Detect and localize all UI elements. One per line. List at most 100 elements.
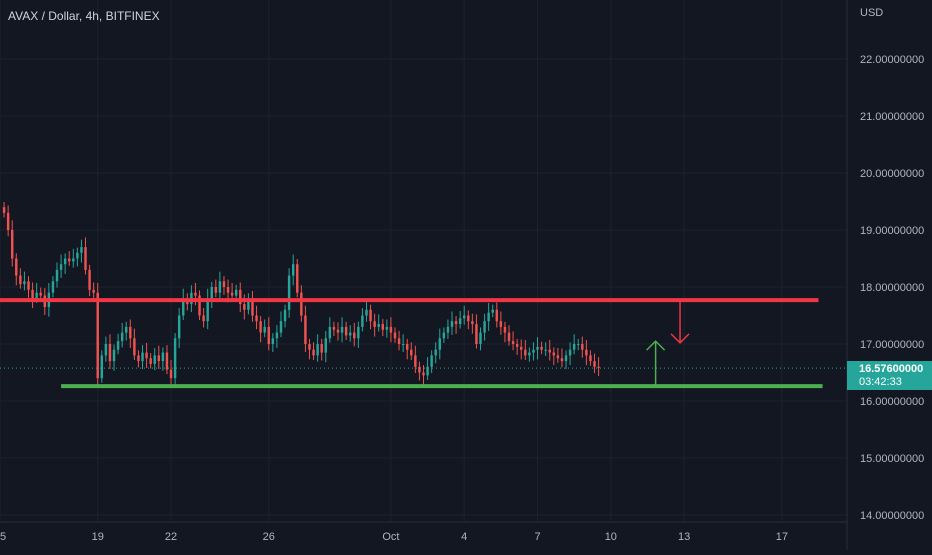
- candle-body: [495, 309, 499, 322]
- candle-body: [296, 264, 299, 293]
- candle-body: [568, 349, 572, 356]
- candle-body: [243, 304, 246, 310]
- candle-body: [426, 366, 429, 376]
- candle-body: [112, 349, 116, 362]
- price-tick-label: 19.00000000: [860, 225, 924, 237]
- last-price-tag: 16.57600000 03:42:33: [847, 361, 932, 390]
- candles: [2, 202, 600, 388]
- candle-body: [31, 289, 34, 299]
- arrow-up-icon: [646, 340, 666, 351]
- price-tick-label: 20.00000000: [860, 168, 924, 180]
- candle-body: [137, 355, 140, 362]
- candle-body: [544, 349, 547, 351]
- candle-body: [462, 315, 466, 319]
- candle-body: [287, 275, 291, 310]
- candle-body: [336, 329, 340, 333]
- candle-body: [365, 309, 368, 316]
- candle-body: [458, 318, 462, 325]
- candle-body: [96, 292, 99, 379]
- time-tick-label: 22: [165, 531, 177, 543]
- candle-body: [467, 315, 470, 322]
- candle-body: [572, 344, 576, 350]
- last-price: 16.57600000: [859, 363, 924, 375]
- candle-body: [88, 269, 91, 290]
- candle-body: [194, 292, 197, 296]
- candle-body: [515, 344, 519, 347]
- candle-body: [198, 295, 201, 316]
- candle-body: [389, 326, 393, 333]
- candle-body: [397, 338, 401, 344]
- candle-body: [218, 281, 222, 293]
- candle-body: [503, 326, 507, 333]
- candle-body: [528, 352, 531, 356]
- candle-body: [520, 346, 523, 350]
- candle-body: [410, 349, 413, 356]
- candle-body: [108, 344, 112, 362]
- candle-body: [312, 349, 315, 356]
- symbol-title: AVAX / Dollar, 4h, BITFINEX: [8, 9, 160, 23]
- candle-body: [475, 324, 478, 344]
- candle-body: [55, 269, 59, 282]
- candle-body: [116, 341, 120, 350]
- grid: [0, 0, 847, 522]
- candle-body: [593, 361, 596, 367]
- candle-body: [556, 355, 560, 359]
- candle-body: [177, 315, 181, 339]
- candle-body: [129, 326, 132, 339]
- candle-body: [226, 287, 230, 293]
- candle-body: [230, 292, 234, 296]
- candle-body: [120, 332, 124, 342]
- candle-body: [581, 344, 584, 350]
- candle-body: [239, 289, 242, 305]
- candle-body: [438, 338, 442, 350]
- price-tick-label: 17.00000000: [860, 339, 924, 351]
- time-tick-label: Oct: [382, 531, 399, 543]
- candle-body: [373, 321, 376, 327]
- time-tick-label: 19: [92, 531, 104, 543]
- candle-body: [210, 287, 213, 299]
- candle-body: [23, 281, 26, 285]
- candle-body: [247, 298, 250, 310]
- candle-body: [39, 292, 42, 296]
- candle-body: [414, 355, 417, 367]
- candle-body: [487, 312, 490, 322]
- candle-body: [104, 344, 108, 356]
- candle-body: [536, 346, 539, 350]
- candle-body: [597, 366, 600, 368]
- candle-body: [357, 326, 360, 339]
- candle-body: [442, 332, 446, 339]
- price-tick-label: 21.00000000: [860, 111, 924, 123]
- price-tick-label: 16.00000000: [860, 396, 924, 408]
- candle-body: [267, 326, 270, 344]
- candle-body: [324, 338, 327, 353]
- candle-body: [275, 332, 279, 339]
- candle-body: [393, 332, 397, 339]
- candle-body: [361, 315, 364, 327]
- candle-body: [340, 326, 344, 333]
- candle-body: [19, 275, 22, 285]
- candle-body: [511, 341, 515, 344]
- bar-countdown: 03:42:33: [859, 376, 902, 388]
- candle-body: [353, 332, 356, 339]
- candle-body: [434, 349, 437, 356]
- candle-body: [165, 352, 169, 370]
- candle-body: [369, 309, 372, 322]
- candle-body: [255, 315, 258, 322]
- candle-body: [471, 321, 474, 325]
- candle-body: [68, 258, 71, 262]
- candle-body: [320, 344, 323, 353]
- candle-body: [133, 338, 136, 356]
- candle-body: [430, 355, 433, 367]
- time-tick-label: 13: [678, 531, 690, 543]
- time-tick-label: 15: [0, 531, 6, 543]
- time-axis: 15 19 22 26 Oct 4 7 10 13 17: [0, 531, 788, 543]
- candle-body: [446, 326, 450, 333]
- candle-body: [214, 287, 218, 293]
- price-tick-label: 14.00000000: [860, 510, 924, 522]
- candle-body: [80, 247, 83, 253]
- candle-body: [524, 349, 527, 356]
- candle-body: [202, 315, 205, 322]
- time-tick-label: 10: [605, 531, 617, 543]
